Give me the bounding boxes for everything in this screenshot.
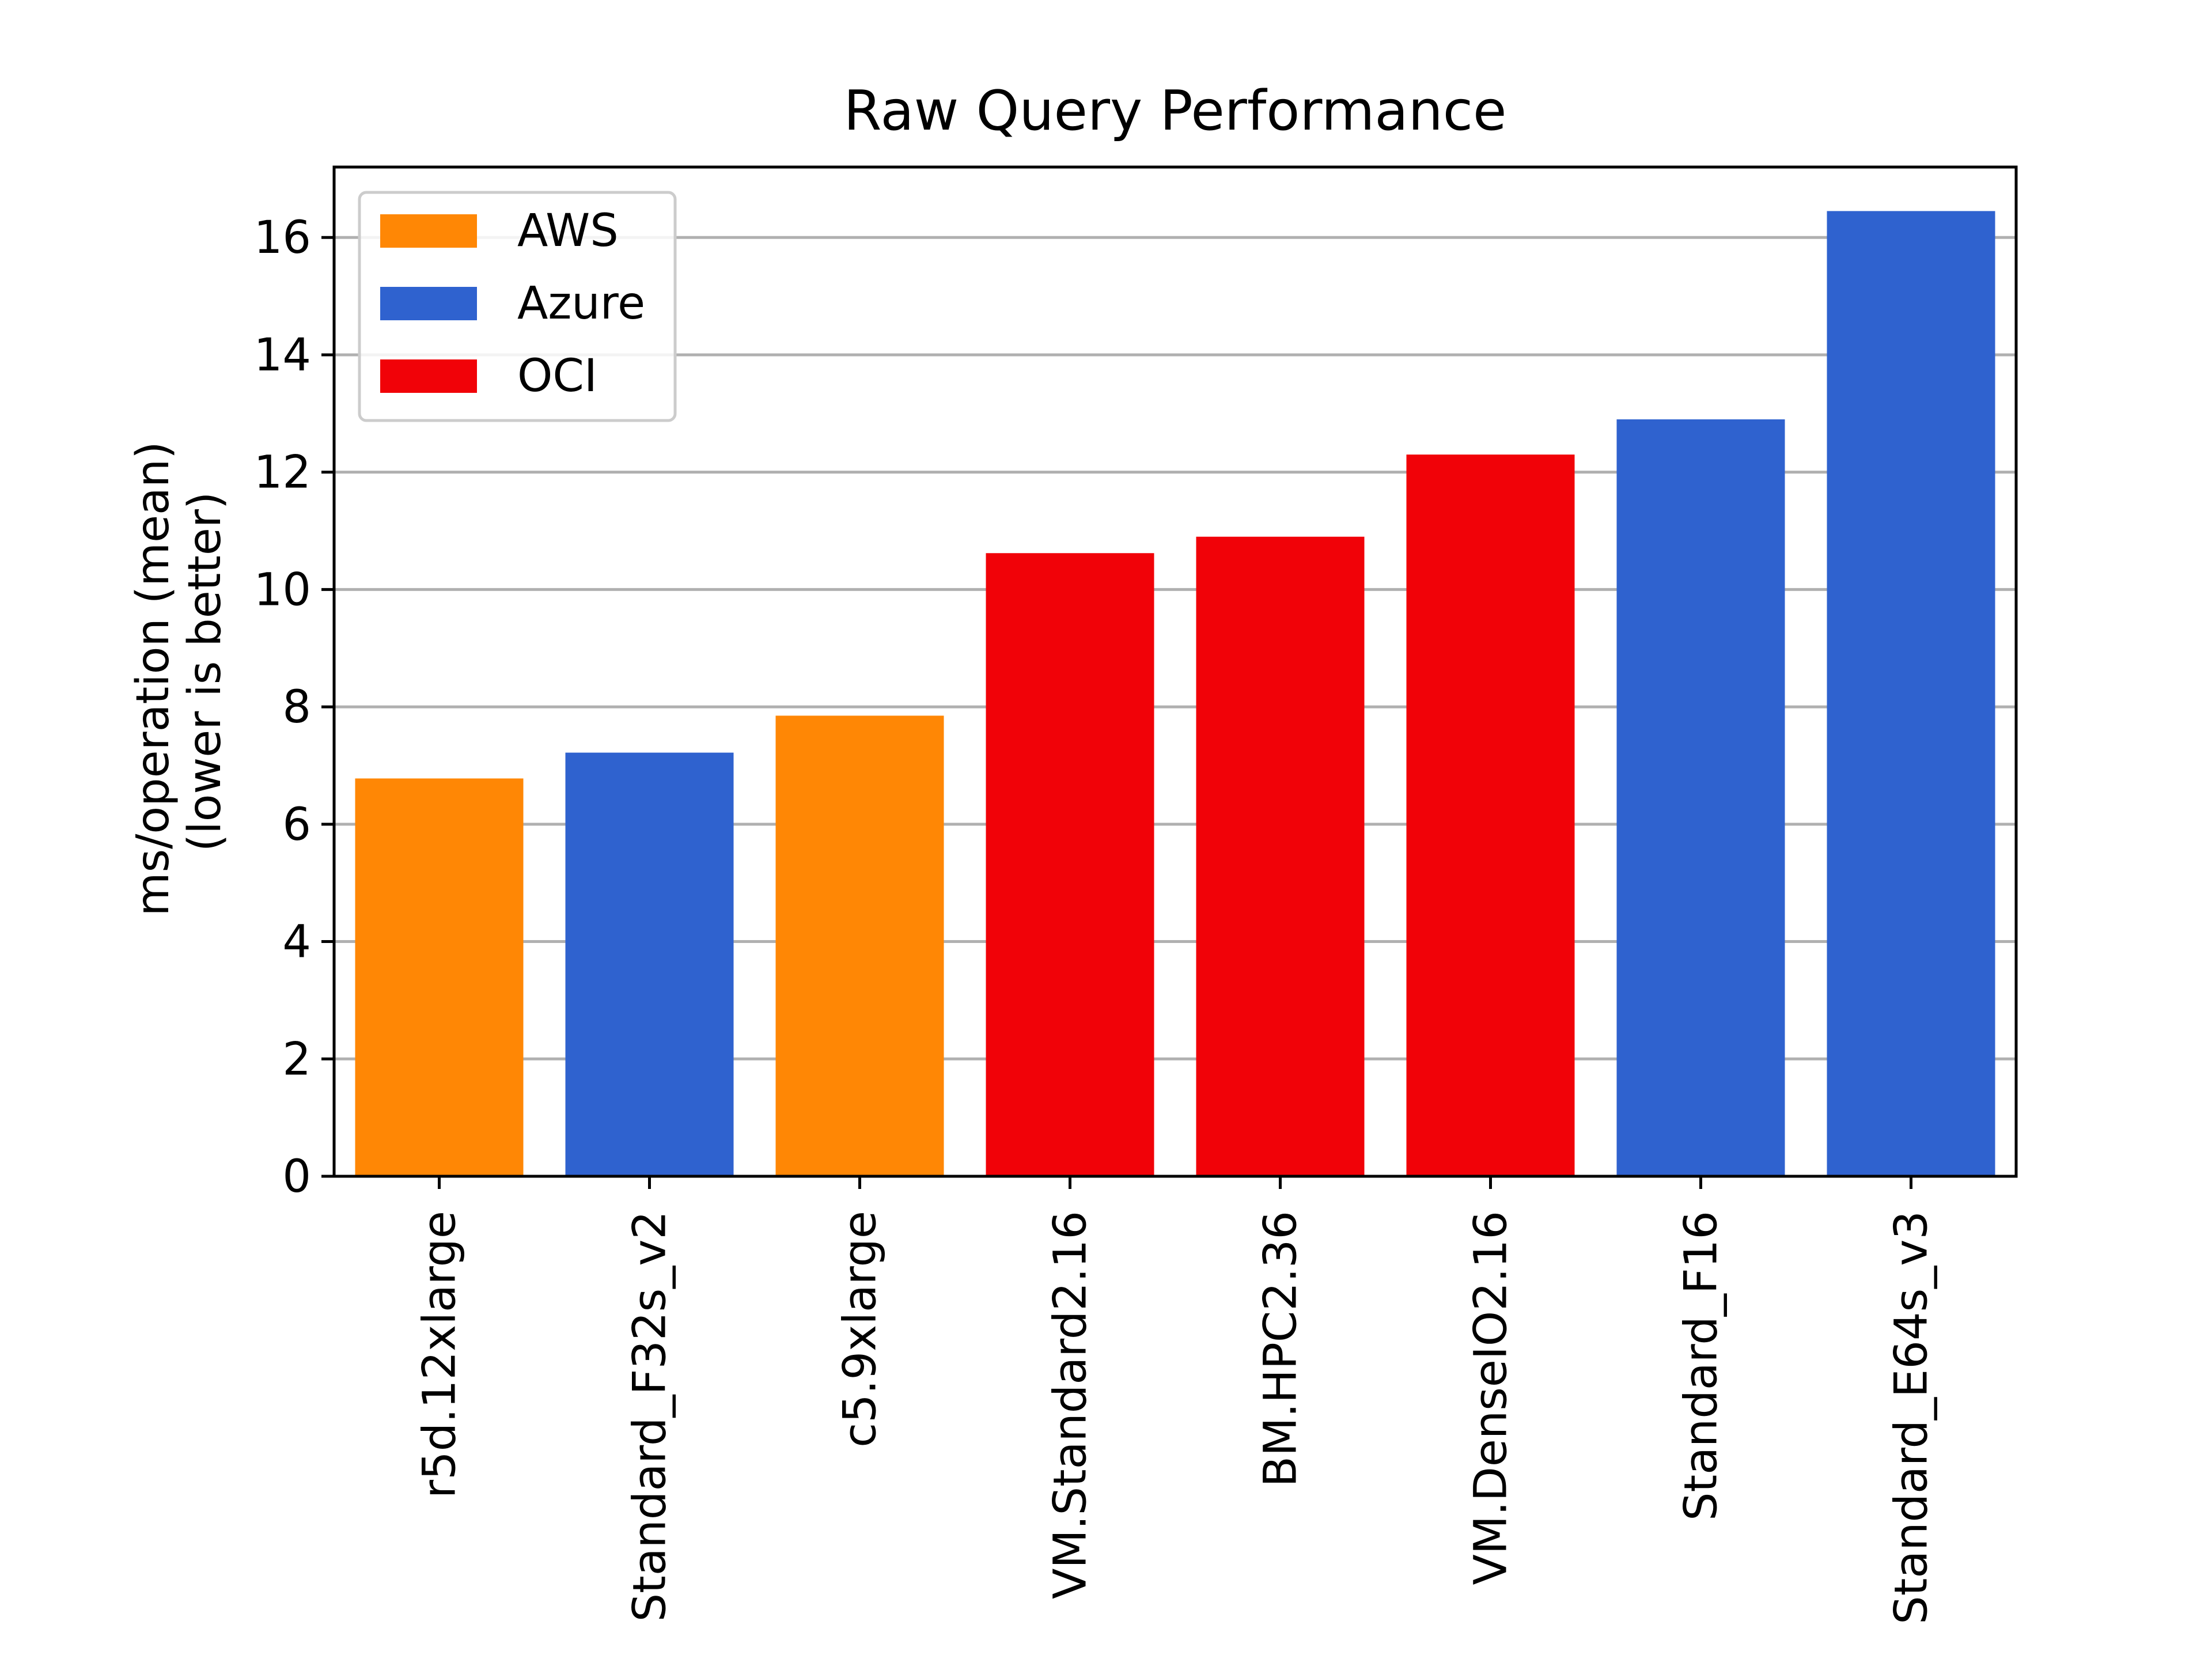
x-tick-label: VM.DenseIO2.16	[1465, 1211, 1517, 1585]
x-tick-label: r5d.12xlarge	[414, 1211, 466, 1498]
legend-label-oci: OCI	[517, 350, 597, 402]
legend-swatch-azure	[380, 287, 477, 320]
legend-label-azure: Azure	[517, 278, 645, 329]
x-tick-label: BM.HPC2.36	[1255, 1211, 1307, 1487]
legend: AWS Azure OCI	[358, 191, 677, 422]
x-tick-label: Standard_E64s_v3	[1886, 1211, 1938, 1624]
bar-r5d-12xlarge	[355, 778, 524, 1176]
bars	[355, 211, 1995, 1177]
y-axis-label-line-2: (lower is better)	[179, 492, 231, 852]
legend-swatch-aws	[380, 214, 477, 248]
y-tick-label: 10	[254, 564, 311, 616]
y-tick-label: 12	[254, 447, 311, 499]
x-tick-label: VM.Standard2.16	[1045, 1211, 1097, 1599]
x-axis-ticks: r5d.12xlarge Standard_F32s_v2 c5.9xlarge VM…	[414, 1176, 1938, 1624]
bar-vm-standard2-16	[986, 553, 1154, 1176]
chart-title: Raw Query Performance	[844, 79, 1507, 143]
x-tick-label: Standard_F16	[1676, 1211, 1728, 1521]
legend-items: AWS Azure OCI	[380, 205, 645, 402]
y-tick-label: 16	[254, 212, 311, 264]
legend-label-aws: AWS	[517, 205, 619, 257]
bar-bm-hpc2-36	[1196, 536, 1365, 1176]
bar-standard-f16	[1616, 419, 1785, 1176]
y-tick-label: 2	[282, 1033, 311, 1085]
bar-standard-f32s-v2	[565, 752, 734, 1176]
x-tick-label: c5.9xlarge	[835, 1211, 887, 1448]
y-tick-label: 8	[282, 681, 311, 733]
bar-c5-9xlarge	[775, 715, 944, 1176]
y-tick-label: 0	[282, 1151, 311, 1203]
y-tick-label: 14	[254, 329, 311, 381]
y-axis-ticks: 0 2 4 6 8 10 12 14 16	[254, 212, 334, 1203]
bar-vm-denseio2-16	[1406, 454, 1575, 1177]
y-tick-label: 6	[282, 799, 311, 851]
plot-frame	[332, 165, 2018, 1178]
bar-standard-e64s-v3	[1827, 211, 1995, 1176]
legend-swatch-oci	[380, 359, 477, 393]
x-tick-label: Standard_F32s_v2	[624, 1211, 676, 1622]
y-tick-label: 4	[282, 916, 311, 968]
y-axis-label: ms/operation (mean) (lower is better)	[127, 427, 231, 916]
y-axis-label-line-1: ms/operation (mean)	[127, 441, 179, 916]
